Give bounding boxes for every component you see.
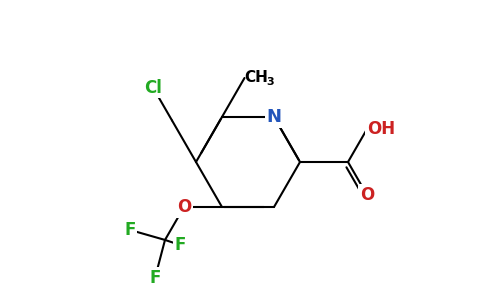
Text: F: F — [124, 221, 136, 239]
Text: OH: OH — [367, 120, 395, 138]
Text: O: O — [177, 198, 191, 216]
Text: CH: CH — [244, 70, 268, 86]
Text: F: F — [174, 236, 186, 254]
Text: Cl: Cl — [144, 79, 162, 97]
Text: 3: 3 — [267, 77, 274, 87]
Text: F: F — [149, 269, 161, 287]
Text: O: O — [360, 186, 374, 204]
Text: N: N — [267, 108, 282, 126]
